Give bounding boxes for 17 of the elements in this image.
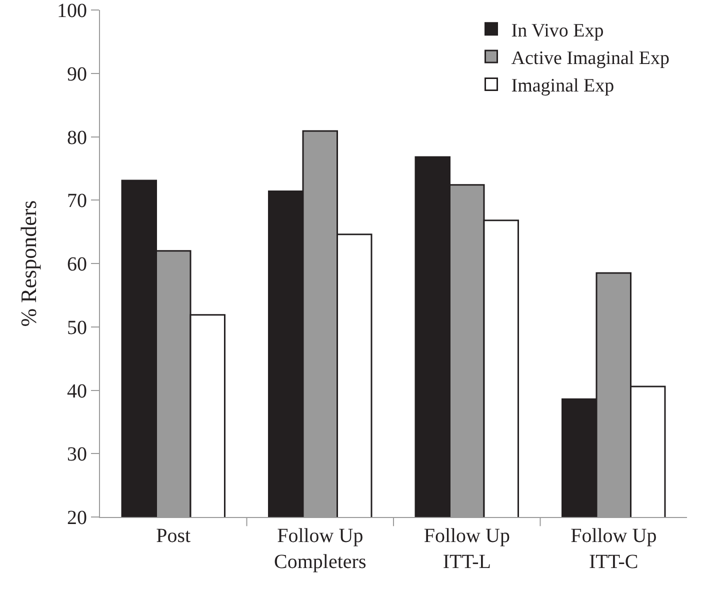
y-tick-label: 60 — [67, 254, 87, 276]
y-tick-label: 50 — [67, 316, 87, 339]
y-tick-label: 90 — [67, 63, 87, 86]
y-axis-title: % Responders — [16, 200, 41, 327]
y-tick-label: 80 — [67, 126, 87, 149]
legend-label: Active Imaginal Exp — [511, 48, 670, 69]
y-tick-label: 30 — [67, 444, 87, 466]
y-tick-label: 40 — [67, 380, 87, 402]
x-tick-label: Follow Up Completers — [274, 525, 366, 573]
legend-label: In Vivo Exp — [511, 20, 604, 42]
legend-label: Imaginal Exp — [511, 76, 614, 97]
y-tick-label: 70 — [67, 190, 87, 212]
y-tick-label: 100 — [57, 0, 87, 22]
x-tick-label: Follow Up ITT-L — [424, 525, 510, 573]
x-tick-label: Post — [156, 525, 192, 547]
y-tick-label: 20 — [67, 507, 87, 529]
x-tick-label: Follow Up ITT-C — [570, 525, 657, 573]
